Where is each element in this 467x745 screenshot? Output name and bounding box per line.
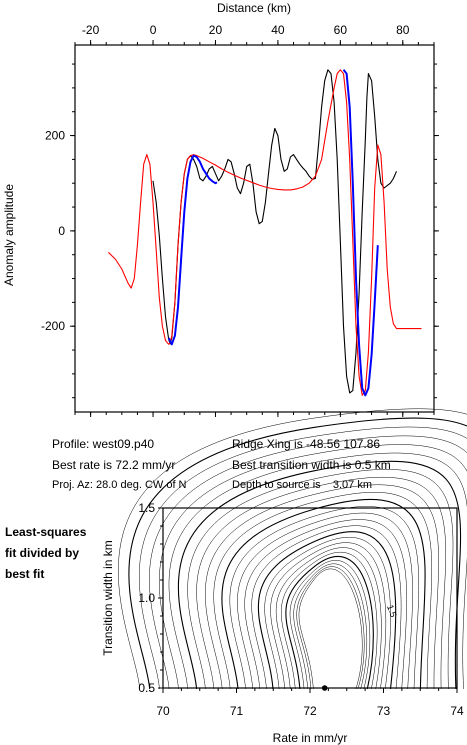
contour-x-tick-label: 71 <box>230 704 244 718</box>
misfit-contour-line <box>229 506 420 690</box>
best-rate-text: Best rate is 72.2 mm/yr <box>52 458 176 472</box>
contour-value-label: 1.5 <box>385 603 399 618</box>
profile-x-axis-label: Distance (km) <box>217 1 291 15</box>
profile-name-text: Profile: west09.p40 <box>52 437 155 451</box>
contour-x-axis-label: Rate in mm/yr <box>273 731 348 745</box>
x-tick-label: 20 <box>209 23 223 37</box>
contour-y-tick-label: 1.5 <box>138 501 155 515</box>
x-tick-label: 60 <box>334 23 348 37</box>
contour-ticks-group: 70 71 72 73 74 1.5 1.0 0.5 <box>138 501 464 718</box>
misfit-contour-line <box>138 426 467 690</box>
misfit-contour-line <box>128 417 467 690</box>
y-tick-label: -200 <box>41 319 65 333</box>
misfit-contour-line <box>270 542 387 690</box>
misfit-contour-line <box>296 566 365 690</box>
misfit-contour-group <box>118 408 467 690</box>
misfit-contour-line <box>118 408 467 690</box>
misfit-contour-line <box>257 531 397 690</box>
profile-series-group <box>108 69 422 397</box>
x-tick-label: -20 <box>82 23 100 37</box>
misfit-contour-line <box>149 435 467 690</box>
x-tick-label: 80 <box>396 23 410 37</box>
misfit-contour-line <box>285 555 374 690</box>
y-tick-label: 0 <box>58 224 65 238</box>
misfit-contour-line <box>237 512 413 690</box>
best-fit-marker <box>321 685 328 691</box>
misfit-contour-line <box>196 477 446 690</box>
misfit-contour-line <box>221 498 426 690</box>
x-tick-label: 0 <box>150 23 157 37</box>
misfit-contour-line <box>168 452 467 690</box>
x-tick-label: 40 <box>271 23 285 37</box>
profile-y-axis-label: Anomaly amplitude <box>2 184 16 286</box>
projection-azimuth-text: Proj. Az: 28.0 deg. CW of N <box>52 479 187 491</box>
profile-plot-frame <box>74 44 435 413</box>
contour-description-line: best fit <box>5 567 45 581</box>
misfit-contour-line <box>251 525 402 690</box>
misfit-contour-line <box>177 460 462 690</box>
misfit-contour-line <box>276 547 382 690</box>
contour-x-tick-label: 74 <box>450 704 464 718</box>
fit-window-line <box>342 69 379 397</box>
misfit-contour-line <box>264 537 391 690</box>
contour-description-line: Least-squares <box>5 525 87 539</box>
contour-y-axis-label: Transition width in km <box>101 540 115 656</box>
misfit-contour-line <box>281 552 378 690</box>
contour-plot-border <box>162 507 458 689</box>
best-transition-text: Best transition width is 0.5 km <box>232 458 391 472</box>
contour-y-tick-label: 1.0 <box>138 591 155 605</box>
contour-x-tick-label: 70 <box>156 704 170 718</box>
contour-plot-frame <box>162 507 458 689</box>
misfit-contour-line <box>205 484 439 690</box>
contour-description-line: fit divided by <box>5 546 80 560</box>
misfit-contour-line <box>187 469 454 690</box>
fit-window-line <box>167 154 218 346</box>
profile-plot-border <box>74 44 435 413</box>
ridge-crossing-text: Ridge Xing is -48.56 107.86 <box>232 437 381 451</box>
misfit-contour-line <box>213 492 432 690</box>
contour-y-tick-label: 0.5 <box>138 681 155 695</box>
contour-x-tick-label: 73 <box>377 704 391 718</box>
misfit-contour-line <box>159 444 467 690</box>
misfit-contour-line <box>244 519 407 690</box>
misfit-contour-line <box>289 560 371 690</box>
misfit-contour-line <box>293 563 367 690</box>
contour-x-tick-label: 72 <box>303 704 317 718</box>
contour-description: Least-squares fit divided by best fit <box>5 522 86 585</box>
model-anomaly-line <box>108 69 422 396</box>
depth-to-source-text: Depth to source is 3.07 km <box>232 479 373 491</box>
y-tick-label: 200 <box>45 129 65 143</box>
